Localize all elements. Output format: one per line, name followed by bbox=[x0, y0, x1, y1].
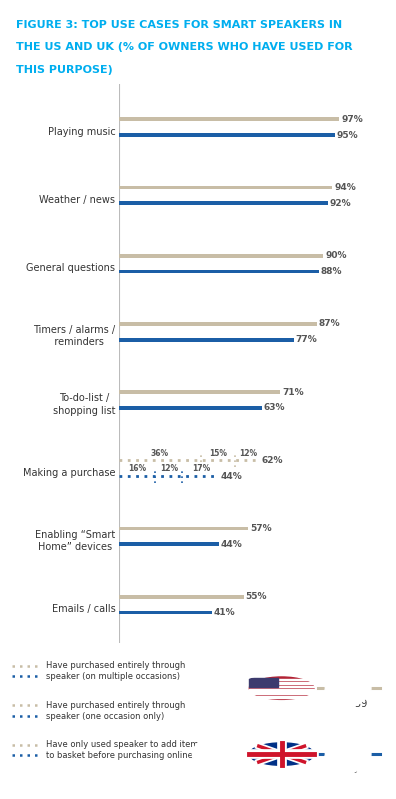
Text: 90%: 90% bbox=[325, 251, 347, 260]
Text: n= 1,059: n= 1,059 bbox=[322, 699, 367, 709]
Text: 44%: 44% bbox=[221, 471, 242, 480]
Bar bbox=[119, 406, 262, 410]
Text: 36%: 36% bbox=[150, 449, 169, 458]
Text: 15%: 15% bbox=[209, 449, 227, 458]
Bar bbox=[249, 693, 314, 694]
Text: Emails / calls: Emails / calls bbox=[51, 604, 115, 614]
Text: FIGURE 3: TOP USE CASES FOR SMART SPEAKERS IN: FIGURE 3: TOP USE CASES FOR SMART SPEAKE… bbox=[16, 20, 342, 30]
Text: 12%: 12% bbox=[160, 464, 178, 473]
Text: 16%: 16% bbox=[128, 464, 146, 473]
Bar bbox=[119, 322, 316, 326]
Bar bbox=[249, 696, 314, 698]
Bar bbox=[119, 201, 328, 205]
Text: Have purchased entirely through
speaker (on multiple occasions): Have purchased entirely through speaker … bbox=[46, 661, 185, 681]
Bar bbox=[249, 686, 314, 687]
Bar bbox=[119, 133, 335, 137]
Text: 17%: 17% bbox=[192, 464, 211, 473]
Bar bbox=[119, 185, 333, 189]
Bar bbox=[119, 254, 324, 257]
Text: 44%: 44% bbox=[221, 540, 242, 549]
Text: 41%: 41% bbox=[214, 608, 236, 617]
Bar bbox=[119, 338, 294, 341]
Text: 71%: 71% bbox=[282, 388, 304, 396]
Bar bbox=[119, 117, 339, 121]
Text: n= 395: n= 395 bbox=[322, 765, 358, 775]
Text: 95%: 95% bbox=[337, 130, 358, 140]
Circle shape bbox=[249, 743, 314, 765]
Bar bbox=[249, 678, 278, 687]
Text: Have only used speaker to add item
to basket before purchasing online/in app: Have only used speaker to add item to ba… bbox=[46, 740, 222, 760]
Text: 87%: 87% bbox=[318, 320, 340, 328]
Text: Weather / news: Weather / news bbox=[39, 195, 115, 205]
Text: THE US AND UK (% OF OWNERS WHO HAVE USED FOR: THE US AND UK (% OF OWNERS WHO HAVE USED… bbox=[16, 42, 352, 53]
Bar bbox=[249, 682, 314, 684]
Text: 55%: 55% bbox=[246, 592, 267, 602]
Text: Timers / alarms /
   reminders: Timers / alarms / reminders bbox=[33, 325, 115, 348]
Text: Have purchased entirely through
speaker (one occasion only): Have purchased entirely through speaker … bbox=[46, 701, 185, 721]
Text: 88%: 88% bbox=[321, 267, 342, 276]
Text: 92%: 92% bbox=[330, 199, 351, 208]
Bar bbox=[249, 678, 314, 681]
Bar bbox=[119, 595, 244, 598]
Text: 63%: 63% bbox=[264, 403, 286, 412]
Bar bbox=[119, 543, 219, 547]
Text: 77%: 77% bbox=[296, 335, 318, 344]
Text: 97%: 97% bbox=[341, 115, 363, 124]
Text: 62%: 62% bbox=[262, 456, 283, 465]
Text: THIS PURPOSE): THIS PURPOSE) bbox=[16, 65, 112, 75]
Bar bbox=[119, 269, 319, 273]
Text: 12%: 12% bbox=[239, 449, 257, 458]
Text: Making a purchase: Making a purchase bbox=[23, 467, 115, 478]
Circle shape bbox=[249, 677, 314, 699]
Bar bbox=[119, 391, 280, 394]
Text: To-do-list /
shopping list: To-do-list / shopping list bbox=[53, 393, 115, 415]
Text: Playing music: Playing music bbox=[48, 126, 115, 137]
Text: 57%: 57% bbox=[250, 524, 272, 533]
Text: 94%: 94% bbox=[334, 183, 356, 192]
Bar bbox=[119, 527, 248, 531]
Text: Enabling “Smart
Home” devices: Enabling “Smart Home” devices bbox=[35, 530, 115, 552]
Bar bbox=[119, 610, 212, 614]
Bar bbox=[249, 689, 314, 691]
Text: General questions: General questions bbox=[27, 263, 115, 273]
